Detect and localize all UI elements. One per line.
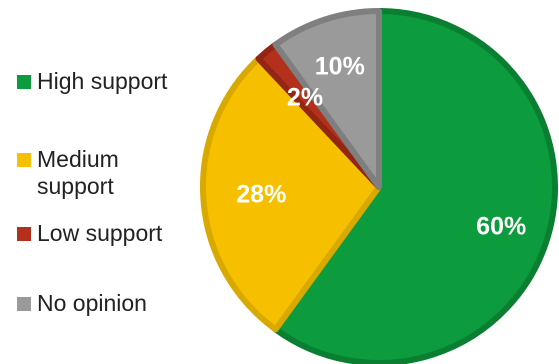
legend-swatch-low-support — [17, 227, 31, 241]
legend-swatch-high-support — [17, 75, 31, 89]
pie-slice-high-support — [272, 8, 558, 364]
slice-label-high-support: 60% — [476, 213, 526, 241]
slice-label-low-support: 2% — [287, 84, 323, 112]
pie-slice-labels: 60% 28% 2% 10% — [236, 53, 526, 241]
legend-item-medium-support: Medium support — [17, 146, 119, 200]
pie-slices — [200, 8, 558, 364]
legend-swatch-no-opinion — [17, 297, 31, 311]
legend-label-no-opinion: No opinion — [37, 290, 147, 316]
legend-label-low-support: Low support — [37, 220, 163, 246]
slice-label-no-opinion: 10% — [315, 53, 365, 81]
pie-slice-no-opinion — [272, 8, 382, 190]
slice-label-medium-support: 28% — [236, 180, 286, 208]
chart-legend: High support Medium support Low support … — [0, 0, 200, 364]
legend-item-no-opinion: No opinion — [17, 290, 147, 317]
legend-label-high-support: High support — [37, 68, 168, 94]
pie-slice-medium-support — [200, 55, 382, 333]
legend-item-high-support: High support — [17, 68, 167, 95]
legend-label-medium-support: Medium support — [37, 146, 119, 199]
legend-item-low-support: Low support — [17, 220, 162, 247]
legend-swatch-medium-support — [17, 153, 31, 167]
